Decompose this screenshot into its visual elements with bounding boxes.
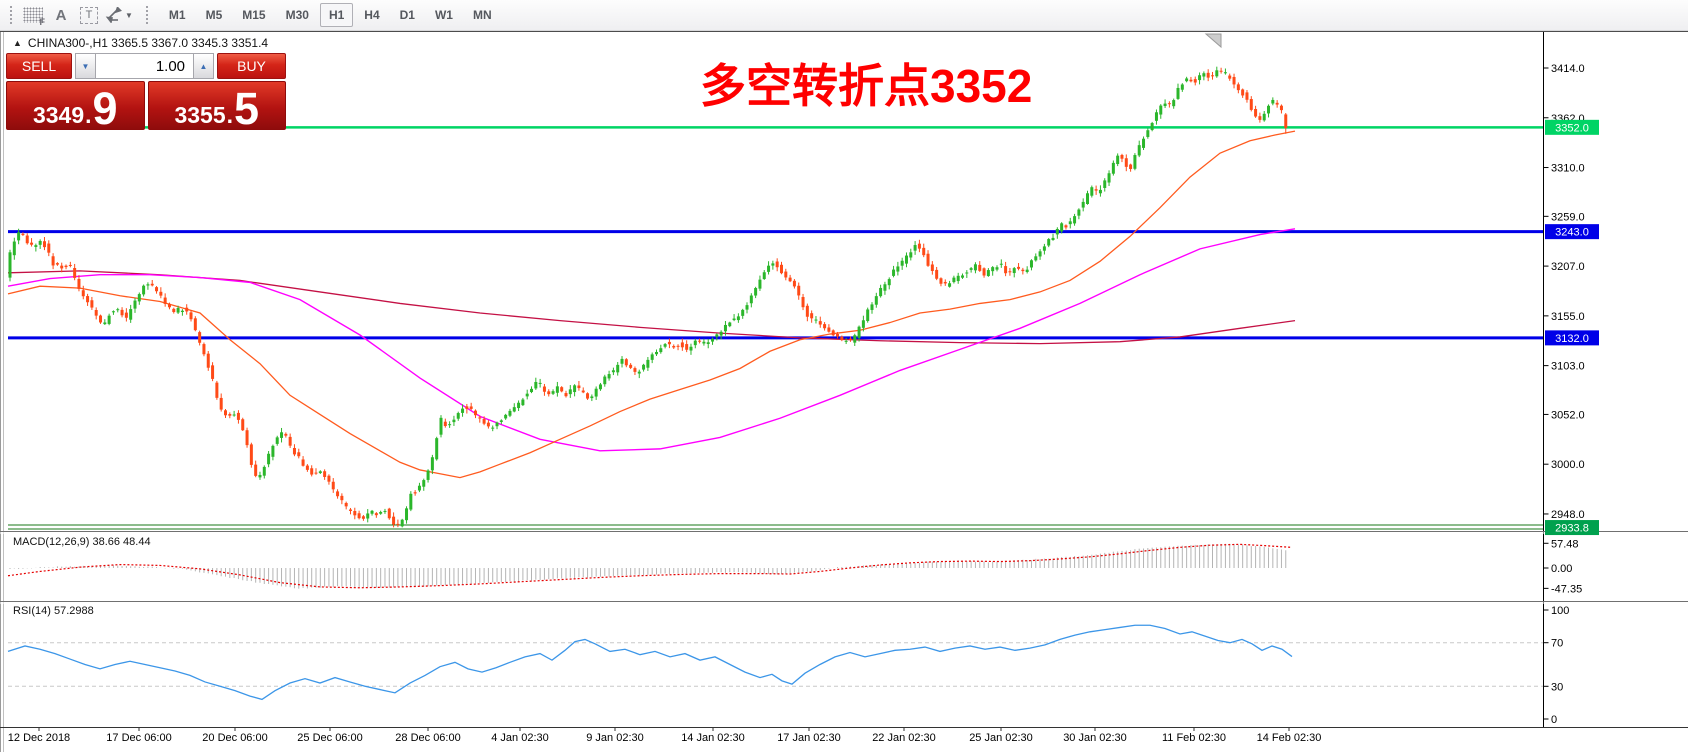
macd-signal-line bbox=[7, 543, 1293, 589]
svg-text:30 Jan 02:30: 30 Jan 02:30 bbox=[1063, 732, 1127, 744]
svg-text:28 Dec 06:00: 28 Dec 06:00 bbox=[395, 732, 460, 744]
svg-text:14 Jan 02:30: 14 Jan 02:30 bbox=[681, 732, 745, 744]
svg-text:57.48: 57.48 bbox=[1551, 538, 1579, 550]
symbols-grid-icon: F bbox=[23, 7, 45, 27]
timeframe-button-m15[interactable]: M15 bbox=[242, 8, 266, 22]
svg-text:3310.0: 3310.0 bbox=[1551, 163, 1585, 175]
svg-text:22 Jan 02:30: 22 Jan 02:30 bbox=[872, 732, 936, 744]
sell-price-main: 3349 bbox=[32, 102, 85, 129]
svg-text:3414.0: 3414.0 bbox=[1551, 63, 1585, 75]
diagonal-arrows-icon bbox=[105, 7, 122, 23]
chevron-down-icon: ▼ bbox=[125, 10, 133, 20]
rsi-line bbox=[7, 624, 1293, 701]
volume-increase-button[interactable]: ▲ bbox=[193, 53, 215, 79]
svg-text:9 Jan 02:30: 9 Jan 02:30 bbox=[586, 732, 644, 744]
svg-text:100: 100 bbox=[1551, 605, 1569, 617]
timeframe-button-m5[interactable]: M5 bbox=[205, 8, 223, 22]
level-lines bbox=[8, 126, 1543, 530]
svg-text:3155.0: 3155.0 bbox=[1551, 311, 1585, 323]
buy-price-big-digit: 5 bbox=[234, 82, 260, 134]
svg-text:25 Jan 02:30: 25 Jan 02:30 bbox=[969, 732, 1033, 744]
timeframe-button-w1[interactable]: W1 bbox=[434, 8, 453, 22]
buy-price-panel[interactable]: 3355. 5 bbox=[147, 81, 286, 134]
svg-text:12 Dec 2018: 12 Dec 2018 bbox=[8, 732, 70, 744]
text-box-tool-button[interactable]: T bbox=[75, 2, 103, 28]
one-click-trading-widget: SELL ▼ ▲ BUY 3349.9 3355.5 bbox=[6, 53, 286, 134]
svg-text:14 Feb 02:30: 14 Feb 02:30 bbox=[1257, 732, 1322, 744]
boxed-t-icon: T bbox=[80, 6, 98, 24]
chart-annotation-text: 多空转折点3352 bbox=[700, 60, 1033, 112]
timeframe-button-m30[interactable]: M30 bbox=[285, 8, 309, 22]
timeframe-button-m1[interactable]: M1 bbox=[168, 8, 186, 22]
svg-text:17 Dec 06:00: 17 Dec 06:00 bbox=[106, 732, 171, 744]
svg-text:4 Jan 02:30: 4 Jan 02:30 bbox=[491, 732, 549, 744]
svg-text:25 Dec 06:00: 25 Dec 06:00 bbox=[297, 732, 362, 744]
window-frame bbox=[0, 31, 1688, 752]
svg-text:3000.0: 3000.0 bbox=[1551, 459, 1585, 471]
timeframe-button-h1[interactable]: H1 bbox=[319, 3, 354, 27]
svg-text:-47.35: -47.35 bbox=[1551, 583, 1582, 595]
toolbar-grip bbox=[8, 4, 14, 26]
sell-button[interactable]: SELL bbox=[6, 53, 73, 79]
volume-input[interactable] bbox=[96, 53, 194, 79]
sell-price-big-digit: 9 bbox=[92, 82, 118, 134]
collapse-panel-icon[interactable]: ▲ bbox=[13, 38, 22, 48]
volume-stepper: ▼ ▲ bbox=[75, 53, 215, 79]
svg-text:30: 30 bbox=[1551, 681, 1563, 693]
svg-text:11 Feb 02:30: 11 Feb 02:30 bbox=[1162, 732, 1226, 744]
timeframe-button-h4[interactable]: H4 bbox=[364, 8, 380, 22]
svg-text:3243.0: 3243.0 bbox=[1555, 227, 1589, 239]
rsi-pane: 100 70 30 0 bbox=[7, 605, 1569, 726]
buy-price-dot: . bbox=[226, 102, 234, 129]
svg-text:3103.0: 3103.0 bbox=[1551, 361, 1585, 373]
sell-price-panel[interactable]: 3349. 9 bbox=[6, 81, 145, 134]
toolbar: F A T ▼ M1 M5 M15 M30 H1 H4 D1 W1 MN bbox=[0, 0, 1688, 31]
moving-averages bbox=[7, 130, 1296, 479]
svg-text:2948.0: 2948.0 bbox=[1551, 509, 1585, 521]
macd-pane: 57.48 0.00 -47.35 bbox=[7, 538, 1582, 595]
svg-text:17 Jan 02:30: 17 Jan 02:30 bbox=[777, 732, 841, 744]
svg-text:70: 70 bbox=[1551, 638, 1563, 650]
date-axis: 12 Dec 2018 17 Dec 06:00 20 Dec 06:00 25 De… bbox=[8, 728, 1322, 744]
buy-button[interactable]: BUY bbox=[217, 53, 286, 79]
svg-text:0: 0 bbox=[1551, 714, 1557, 726]
rsi-indicator-label: RSI(14) 57.2988 bbox=[13, 605, 94, 617]
timeframe-button-d1[interactable]: D1 bbox=[399, 8, 415, 22]
macd-indicator-label: MACD(12,26,9) 38.66 48.44 bbox=[13, 536, 151, 548]
svg-text:0.00: 0.00 bbox=[1551, 563, 1572, 575]
toolbar-grip bbox=[143, 4, 150, 26]
letter-a-icon: A bbox=[55, 6, 67, 24]
volume-decrease-button[interactable]: ▼ bbox=[75, 53, 97, 79]
svg-text:3352.0: 3352.0 bbox=[1555, 122, 1589, 134]
svg-text:3052.0: 3052.0 bbox=[1551, 409, 1585, 421]
candlesticks bbox=[8, 66, 1288, 528]
svg-text:3207.0: 3207.0 bbox=[1551, 261, 1585, 273]
cursor-tools-button[interactable]: ▼ bbox=[103, 2, 134, 28]
buy-price-main: 3355 bbox=[174, 102, 226, 129]
timeframe-button-mn[interactable]: MN bbox=[472, 8, 492, 22]
ma-mid-line bbox=[7, 228, 1296, 452]
symbol-info-bar: ▲ CHINA300-,H1 3365.5 3367.0 3345.3 3351… bbox=[13, 36, 268, 50]
price-axis: 3414.03362.03310.03259.03207.03155.03103… bbox=[1543, 63, 1599, 536]
sell-price-dot: . bbox=[85, 102, 92, 129]
svg-text:3259.0: 3259.0 bbox=[1551, 211, 1585, 223]
svg-text:20 Dec 06:00: 20 Dec 06:00 bbox=[202, 732, 267, 744]
symbol-ohlc-title: CHINA300-,H1 3365.5 3367.0 3345.3 3351.4 bbox=[27, 36, 269, 50]
ma-fast-line bbox=[7, 130, 1296, 479]
svg-text:3132.0: 3132.0 bbox=[1555, 333, 1589, 345]
svg-text:2933.8: 2933.8 bbox=[1555, 523, 1589, 535]
timeframe-group: M1 M5 M15 M30 H1 H4 D1 W1 MN bbox=[159, 3, 502, 27]
symbols-palette-button[interactable]: F bbox=[19, 2, 47, 28]
text-label-tool-button[interactable]: A bbox=[47, 2, 75, 28]
chart-shift-arrow-icon bbox=[1204, 33, 1222, 49]
